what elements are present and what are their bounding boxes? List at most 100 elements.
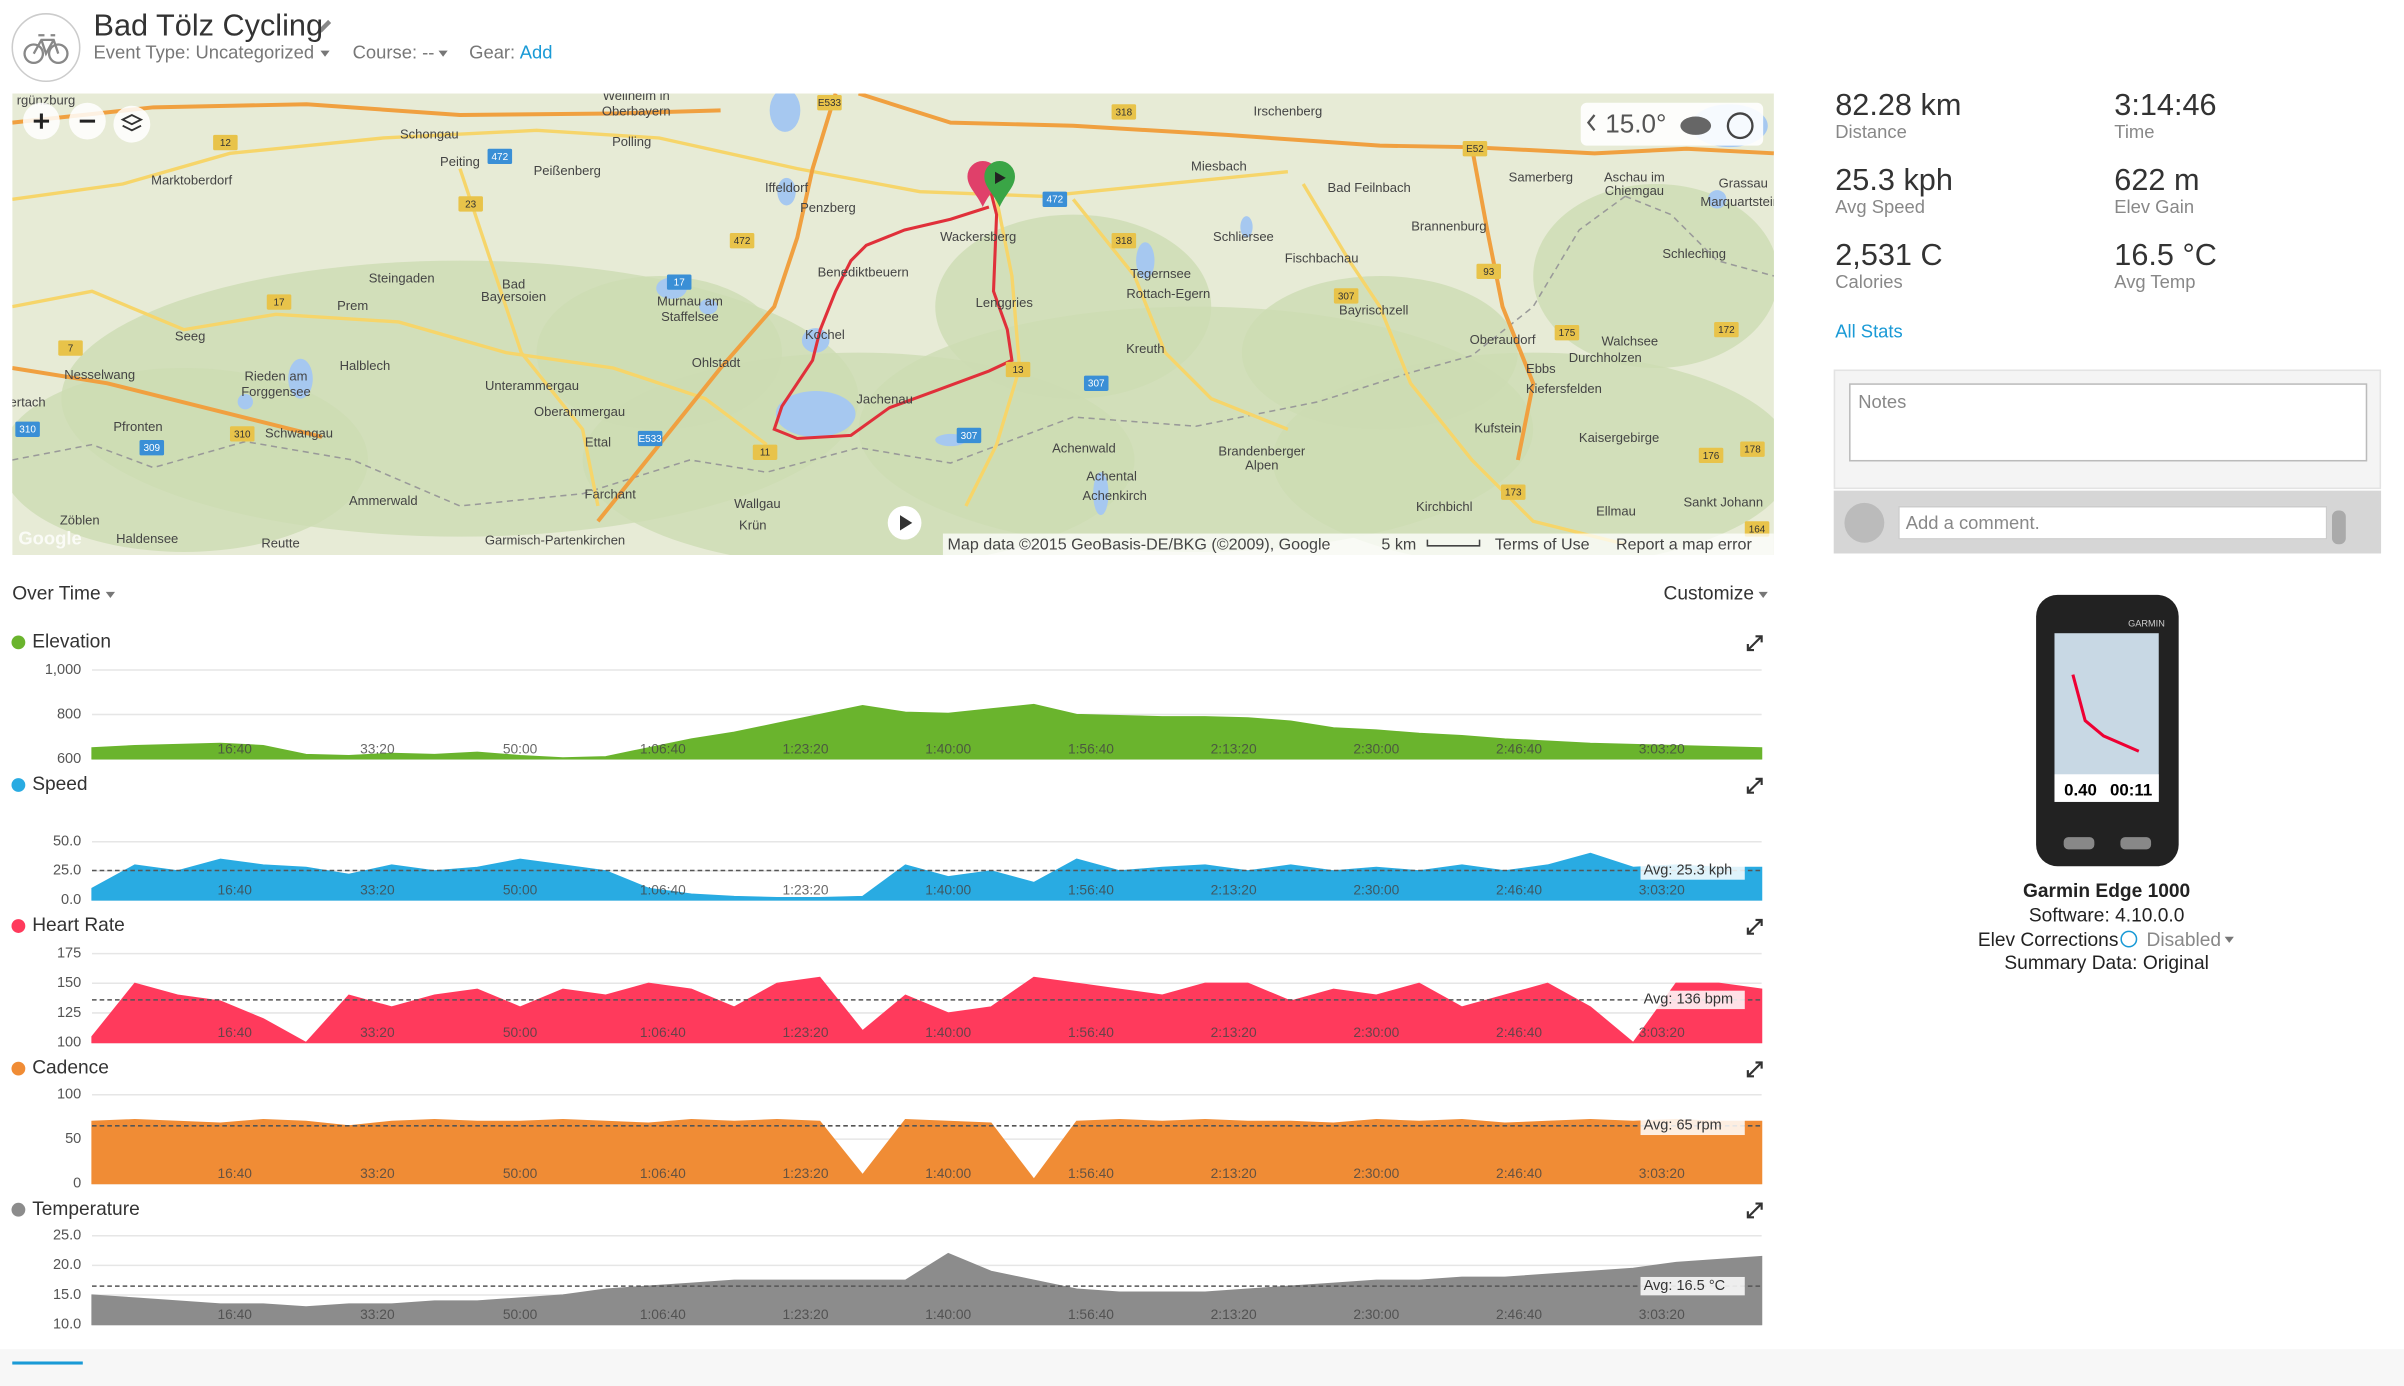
dropdown-arrow[interactable] xyxy=(1758,591,1768,598)
google-logo: Google xyxy=(18,528,81,549)
x-tick-label: 1:40:00 xyxy=(925,882,971,897)
dropdown-arrow[interactable] xyxy=(105,591,115,598)
notes-box[interactable]: Notes xyxy=(1849,383,2368,462)
x-tick-label: 50:00 xyxy=(503,741,538,756)
legend-dot xyxy=(11,778,26,792)
expand-icon[interactable] xyxy=(1746,635,1763,652)
road-label: 93 xyxy=(1483,267,1495,278)
x-tick-label: 3:03:20 xyxy=(1639,1025,1685,1040)
place-label: Penzberg xyxy=(800,200,856,215)
help-icon[interactable] xyxy=(2120,930,2138,948)
gear-label: Gear: xyxy=(469,41,516,63)
x-tick-label: 33:20 xyxy=(360,1166,395,1181)
road-label: 17 xyxy=(274,297,286,308)
road-shield xyxy=(1462,141,1488,157)
average-label: Avg: 25.3 kph xyxy=(1644,862,1733,878)
x-tick-label: 2:13:20 xyxy=(1211,1307,1257,1322)
road-label: 318 xyxy=(1116,236,1133,247)
x-tick-label: 2:30:00 xyxy=(1353,882,1399,897)
place-label: Samerberg xyxy=(1509,169,1573,184)
road-label: 164 xyxy=(1749,524,1766,535)
gear-add[interactable]: Add xyxy=(519,41,553,63)
road-shield xyxy=(1740,441,1765,457)
zoom-out[interactable] xyxy=(68,102,106,140)
weather-temperature: 15.0° xyxy=(1605,109,1666,139)
place-label: Kirchbichl xyxy=(1416,499,1473,514)
average-label-bg xyxy=(1640,1276,1745,1296)
expand-icon[interactable] xyxy=(1746,1202,1763,1219)
device-image: GARMIN 0.40 00:11 xyxy=(2036,594,2179,867)
place-label: Wallgau xyxy=(734,496,781,511)
place-label: Kufstein xyxy=(1474,421,1521,436)
legend-dot xyxy=(11,1202,26,1217)
average-label: Avg: 136 bpm xyxy=(1644,992,1734,1008)
map[interactable]: Schongau Peiting Polling Peißenberg Marktobe… xyxy=(12,93,1774,556)
play-icon xyxy=(899,515,913,531)
weather-arrow xyxy=(1586,114,1596,132)
edit-icon[interactable] xyxy=(314,18,332,36)
dropdown-arrow[interactable] xyxy=(438,50,448,57)
course[interactable]: Course: -- xyxy=(352,41,435,63)
road xyxy=(1071,198,1289,431)
x-tick-label: 50:00 xyxy=(503,1025,538,1040)
event-type[interactable]: Event Type: Uncategorized xyxy=(93,41,315,63)
road-shield xyxy=(1698,447,1724,464)
y-tick-label: 0.0 xyxy=(61,892,81,908)
x-tick-label: 3:03:20 xyxy=(1639,741,1685,756)
average-label-bg xyxy=(1640,990,1745,1010)
road-shield xyxy=(1111,104,1137,120)
highway xyxy=(1469,146,1536,461)
place-label: Marquartstein xyxy=(1700,194,1774,209)
place-label: rgünzburg xyxy=(17,94,76,108)
device-map-route xyxy=(2071,674,2140,753)
road-label: 309 xyxy=(143,443,160,454)
zoom-in[interactable] xyxy=(22,102,60,140)
road-shield xyxy=(666,274,692,290)
customize-menu[interactable]: Customize xyxy=(1663,582,1755,605)
legend-dot xyxy=(11,635,26,650)
expand-icon[interactable] xyxy=(1746,1061,1763,1078)
comment-input[interactable]: Add a comment. xyxy=(1898,505,2328,540)
average-label: Avg: 16.5 °C xyxy=(1644,1278,1726,1294)
place-label: Bad Feilnbach xyxy=(1328,180,1411,195)
x-tick-label: 50:00 xyxy=(503,1307,538,1322)
place-label: Halblech xyxy=(340,358,391,373)
stat-label: Elev Gain xyxy=(2114,196,2195,218)
x-tick-label: 2:46:40 xyxy=(1496,1307,1542,1322)
layers[interactable] xyxy=(113,105,151,143)
x-tick-label: 50:00 xyxy=(503,882,538,897)
elev-value[interactable]: Disabled xyxy=(2146,929,2222,951)
y-tick-label: 20.0 xyxy=(53,1257,81,1273)
y-tick-label: 1,000 xyxy=(45,662,81,678)
x-tick-label: 33:20 xyxy=(360,1025,395,1040)
place-label: Farchant xyxy=(585,487,637,502)
stat-label: Calories xyxy=(1835,271,1903,293)
place-label: Irschenberg xyxy=(1254,103,1323,118)
y-tick-label: 150 xyxy=(57,975,81,991)
area xyxy=(91,1252,1763,1326)
average-label: Avg: 65 rpm xyxy=(1644,1118,1722,1134)
road-shield xyxy=(956,427,982,444)
dropdown-arrow[interactable] xyxy=(2224,936,2234,943)
clock-icon xyxy=(1726,112,1754,140)
dropdown-arrow[interactable] xyxy=(320,50,330,57)
expand-icon[interactable] xyxy=(1746,918,1763,935)
road-shield xyxy=(266,294,292,310)
x-tick-label: 1:40:00 xyxy=(925,1025,971,1040)
y-tick-label: 100 xyxy=(57,1034,81,1050)
area xyxy=(91,852,1763,901)
panel-title: Temperature xyxy=(32,1199,140,1220)
road-shield xyxy=(817,95,842,111)
over-time-menu[interactable]: Over Time xyxy=(12,582,101,605)
all-stats-link[interactable]: All Stats xyxy=(1835,320,1903,342)
road-shield xyxy=(1333,288,1359,304)
place-label: Miesbach xyxy=(1191,159,1247,174)
expand-icon[interactable] xyxy=(1746,777,1763,794)
start-pin[interactable] xyxy=(984,160,1015,207)
road-shield xyxy=(752,444,778,460)
road-label: 310 xyxy=(19,425,36,436)
x-tick-label: 2:30:00 xyxy=(1353,1025,1399,1040)
x-tick-label: 1:23:20 xyxy=(783,1166,829,1181)
y-tick-label: 50.0 xyxy=(53,834,81,850)
